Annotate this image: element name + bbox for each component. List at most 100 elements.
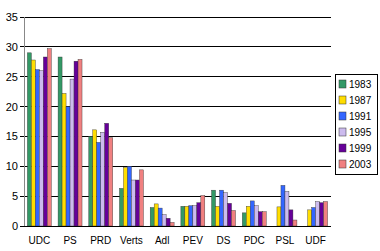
- tick-mark: [20, 136, 24, 137]
- bar: [312, 207, 316, 226]
- tick-label: 20: [6, 101, 18, 113]
- bar: [277, 207, 281, 226]
- bar: [127, 166, 131, 226]
- bar: [39, 71, 43, 226]
- legend-swatch: [339, 144, 346, 152]
- bar: [74, 61, 78, 226]
- tick-label: 15: [6, 130, 18, 142]
- bar: [293, 220, 297, 226]
- bar: [281, 185, 285, 226]
- category-label: PDC: [244, 235, 265, 246]
- bar: [170, 222, 174, 226]
- bar: [35, 70, 39, 226]
- bar: [66, 107, 70, 226]
- bar: [193, 206, 197, 226]
- bar: [181, 206, 185, 226]
- bar: [242, 213, 246, 226]
- bar: [58, 57, 62, 226]
- tick-mark: [20, 226, 24, 227]
- legend-swatch: [339, 112, 346, 120]
- y-axis: [24, 17, 25, 226]
- bar: [47, 49, 51, 226]
- bar: [262, 212, 266, 226]
- tick-mark: [20, 196, 24, 197]
- tick-mark: [20, 166, 24, 167]
- category-label: DS: [217, 235, 231, 246]
- bar: [131, 180, 135, 226]
- chart: 0 5 10 15 20 25 30 35 UDC PS PRD Verts Adl PEV DS PDC PS…: [0, 0, 380, 251]
- legend-label: 1995: [349, 127, 372, 138]
- tick-label: 25: [6, 71, 18, 83]
- legend-label: 1987: [349, 95, 372, 106]
- category-label: PS: [63, 235, 77, 246]
- category-label: Adl: [155, 235, 169, 246]
- bar: [101, 132, 105, 226]
- bar: [212, 190, 216, 226]
- bar: [105, 123, 109, 226]
- bar: [201, 196, 205, 226]
- legend: [335, 74, 377, 174]
- tick-label: 0: [12, 220, 18, 232]
- category-label: PEV: [183, 235, 203, 246]
- bar: [246, 206, 250, 226]
- bar: [70, 79, 74, 226]
- bar: [119, 188, 123, 226]
- tick-mark: [20, 46, 24, 47]
- bar: [109, 138, 113, 226]
- bar: [324, 202, 328, 226]
- grid-line: [24, 17, 331, 18]
- bar: [224, 193, 228, 226]
- category-label: PRD: [90, 235, 111, 246]
- legend-label: 2003: [349, 159, 372, 170]
- bar: [78, 59, 82, 226]
- bar: [185, 206, 189, 226]
- tick-label: 5: [12, 190, 18, 202]
- bar: [166, 218, 170, 226]
- category-label: Verts: [120, 235, 143, 246]
- bar: [228, 203, 232, 226]
- bar: [62, 93, 66, 226]
- bar: [197, 203, 201, 226]
- legend-swatch: [339, 96, 346, 104]
- bar: [258, 212, 262, 226]
- grid-line: [24, 76, 331, 77]
- bar: [123, 167, 127, 226]
- bar: [320, 203, 324, 226]
- tick-mark: [20, 76, 24, 77]
- bar: [158, 208, 162, 226]
- legend-label: 1991: [349, 111, 372, 122]
- legend-label: 1983: [349, 79, 372, 90]
- tick-label: 35: [6, 11, 18, 23]
- legend-swatch: [339, 128, 346, 136]
- bar: [220, 190, 224, 226]
- tick-label: 30: [6, 41, 18, 53]
- bar: [27, 53, 31, 226]
- legend-swatch: [339, 160, 346, 168]
- bar: [89, 136, 93, 226]
- tick-label: 10: [6, 160, 18, 172]
- bar: [135, 180, 139, 226]
- bar: [254, 206, 258, 226]
- category-label: UDF: [305, 235, 326, 246]
- tick-mark: [20, 106, 24, 107]
- bar: [289, 210, 293, 226]
- bar: [308, 210, 312, 226]
- category-label: PSL: [275, 235, 294, 246]
- bar: [139, 170, 143, 226]
- bar: [232, 210, 236, 226]
- bar: [216, 206, 220, 226]
- bar: [285, 191, 289, 226]
- legend-label: 1999: [349, 143, 372, 154]
- bar: [250, 201, 254, 226]
- bar: [31, 60, 35, 226]
- bar: [43, 57, 47, 226]
- bar: [316, 202, 320, 226]
- bar: [93, 130, 97, 226]
- bar: [154, 204, 158, 226]
- bars: [27, 49, 327, 226]
- grid-line: [24, 46, 331, 47]
- bar: [162, 215, 166, 226]
- category-label: UDC: [29, 235, 51, 246]
- bar: [150, 207, 154, 226]
- bar: [189, 206, 193, 226]
